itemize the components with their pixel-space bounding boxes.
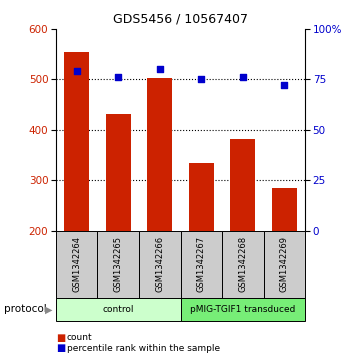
Bar xyxy=(97,231,139,298)
Point xyxy=(282,82,287,88)
Bar xyxy=(139,231,180,298)
Bar xyxy=(180,231,222,298)
Bar xyxy=(180,298,305,321)
Text: GSM1342264: GSM1342264 xyxy=(72,236,81,292)
Point xyxy=(199,77,204,82)
Point xyxy=(74,69,80,74)
Bar xyxy=(222,231,264,298)
Bar xyxy=(56,298,180,321)
Text: protocol: protocol xyxy=(4,305,46,314)
Bar xyxy=(272,188,297,231)
Text: ■: ■ xyxy=(56,343,65,354)
Text: GSM1342269: GSM1342269 xyxy=(280,236,289,292)
Text: GSM1342268: GSM1342268 xyxy=(238,236,247,292)
Bar xyxy=(64,52,89,231)
Text: percentile rank within the sample: percentile rank within the sample xyxy=(67,344,220,353)
Text: GSM1342265: GSM1342265 xyxy=(114,236,123,292)
Bar xyxy=(189,163,214,231)
Text: ▶: ▶ xyxy=(45,305,52,314)
Point xyxy=(116,74,121,80)
Text: GSM1342267: GSM1342267 xyxy=(197,236,206,292)
Bar xyxy=(264,231,305,298)
Text: pMIG-TGIF1 transduced: pMIG-TGIF1 transduced xyxy=(190,305,295,314)
Bar xyxy=(56,231,97,298)
Text: ■: ■ xyxy=(56,333,65,343)
Point xyxy=(240,74,245,80)
Bar xyxy=(106,114,131,231)
Text: GSM1342266: GSM1342266 xyxy=(155,236,164,292)
Bar xyxy=(147,78,172,231)
Text: GDS5456 / 10567407: GDS5456 / 10567407 xyxy=(113,13,248,26)
Text: count: count xyxy=(67,333,92,342)
Point xyxy=(157,66,162,72)
Bar xyxy=(230,139,255,231)
Text: control: control xyxy=(103,305,134,314)
